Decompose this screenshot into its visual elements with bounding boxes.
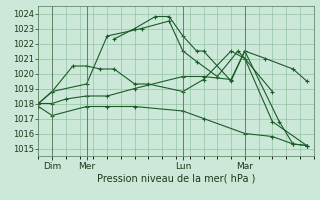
X-axis label: Pression niveau de la mer( hPa ): Pression niveau de la mer( hPa ): [97, 173, 255, 183]
